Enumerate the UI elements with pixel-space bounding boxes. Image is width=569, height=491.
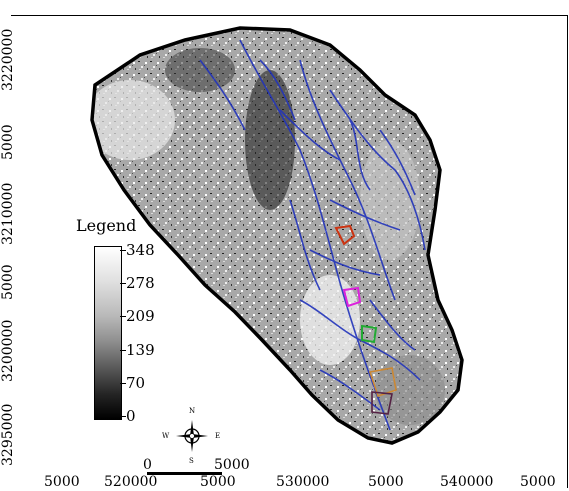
subbasin-green (361, 324, 378, 344)
legend-tick-139: 139 (126, 341, 155, 359)
x-label-5000-c: 5000 (368, 474, 404, 490)
x-label-530000: 530000 (276, 474, 330, 490)
legend-tick-278: 278 (126, 274, 155, 292)
x-label-520000: 520000 (104, 474, 158, 490)
subbasin-magenta (342, 286, 362, 308)
legend-tickmark (120, 250, 126, 251)
legend-tick-348: 348 (126, 241, 155, 259)
legend-title: Legend (76, 216, 137, 235)
x-label-5000-a: 5000 (44, 474, 80, 490)
legend-tickmark (120, 416, 126, 417)
scale-bar-end: 5000 (214, 457, 250, 473)
basin-outline (90, 26, 464, 445)
subbasin-purple (371, 391, 393, 415)
scale-bar-start: 0 (143, 457, 152, 473)
x-label-5000-b: 5000 (200, 474, 236, 490)
compass-south: S (189, 457, 194, 465)
legend-tickmark (120, 283, 126, 284)
map-frame (11, 15, 568, 488)
stream-network (199, 39, 426, 431)
subbasin-red (334, 224, 356, 246)
legend-tickmark (120, 383, 126, 384)
legend-tick-0: 0 (126, 407, 136, 425)
x-label-540000: 540000 (440, 474, 494, 490)
compass-north: N (189, 407, 196, 415)
legend-color-ramp (94, 246, 122, 420)
legend-tick-70: 70 (126, 374, 146, 392)
compass-east: E (215, 432, 221, 440)
compass-rose-icon (176, 420, 208, 452)
legend-tickmark (120, 350, 126, 351)
scale-bar (147, 472, 222, 475)
compass-west: W (162, 432, 170, 440)
subbasin-orange (368, 367, 397, 398)
legend-tick-209: 209 (126, 307, 155, 325)
x-label-5000-d: 5000 (520, 474, 556, 490)
basin-body (90, 26, 464, 445)
legend-tickmark (120, 316, 126, 317)
